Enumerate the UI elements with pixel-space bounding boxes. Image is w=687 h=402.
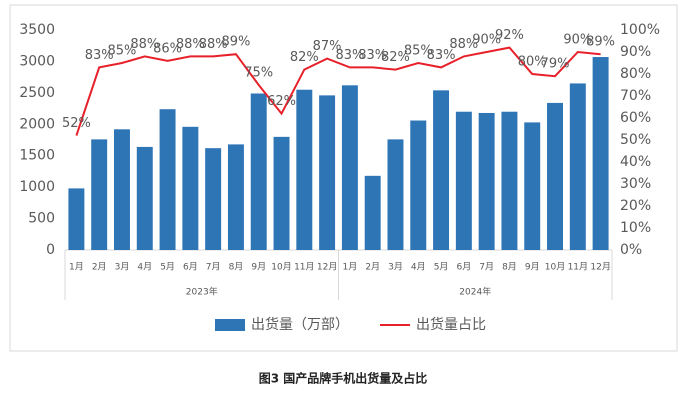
y2-tick-label: 60% bbox=[620, 110, 651, 126]
legend-label: 出货量占比 bbox=[416, 316, 486, 333]
x-tick-label: 2月 bbox=[92, 262, 107, 273]
x-tick-label: 1月 bbox=[69, 262, 84, 273]
data-label: 88% bbox=[199, 37, 228, 52]
bar bbox=[341, 85, 358, 250]
line bbox=[75, 46, 601, 136]
x-tick-label: 6月 bbox=[183, 262, 198, 273]
x-tick-label: 9月 bbox=[251, 262, 266, 273]
y-tick-label: 500 bbox=[28, 211, 55, 227]
x-tick-label: 2月 bbox=[365, 262, 380, 273]
bar bbox=[273, 136, 290, 250]
bar bbox=[410, 120, 427, 250]
x-tick-label: 12月 bbox=[317, 262, 337, 273]
x-tick-label: 3月 bbox=[115, 262, 130, 273]
bar bbox=[227, 144, 244, 250]
bar bbox=[159, 109, 176, 250]
y2-tick-label: 40% bbox=[620, 154, 651, 170]
y2-tick-label: 80% bbox=[620, 66, 651, 82]
y-tick-label: 3500 bbox=[19, 22, 55, 38]
data-label: 82% bbox=[290, 50, 319, 65]
x-tick-label: 1月 bbox=[343, 262, 358, 273]
bar bbox=[569, 83, 586, 250]
bar bbox=[114, 129, 130, 250]
data-label: 82% bbox=[381, 50, 410, 65]
y2-tick-label: 0% bbox=[620, 242, 642, 258]
y2-tick-label: 50% bbox=[620, 132, 651, 148]
data-label: 80% bbox=[518, 55, 547, 70]
bar bbox=[455, 111, 472, 250]
data-label: 83% bbox=[427, 48, 456, 63]
group-label: 2023年 bbox=[186, 286, 218, 298]
x-tick-label: 3月 bbox=[388, 262, 403, 273]
data-label: 89% bbox=[221, 35, 250, 50]
y-tick-label: 2500 bbox=[19, 85, 55, 101]
x-tick-label: 10月 bbox=[545, 262, 565, 273]
data-label: 83% bbox=[358, 48, 387, 63]
bar bbox=[91, 139, 108, 250]
y-tick-label: 1500 bbox=[19, 148, 55, 164]
x-tick-label: 8月 bbox=[502, 262, 517, 273]
x-tick-label: 8月 bbox=[229, 262, 244, 273]
bar bbox=[250, 93, 267, 250]
x-tick-label: 5月 bbox=[434, 262, 449, 273]
x-tick-label: 12月 bbox=[590, 262, 610, 273]
x-tick-label: 9月 bbox=[525, 262, 540, 273]
bar bbox=[68, 188, 85, 250]
bar bbox=[136, 146, 153, 250]
data-label: 88% bbox=[449, 37, 478, 52]
bar bbox=[296, 89, 313, 250]
x-tick-label: 4月 bbox=[411, 262, 426, 273]
data-label: 88% bbox=[130, 37, 159, 52]
data-label: 75% bbox=[244, 66, 273, 81]
data-label: 90% bbox=[563, 33, 592, 48]
legend-label: 出货量（万部） bbox=[251, 316, 349, 333]
data-label: 88% bbox=[176, 37, 205, 52]
bar bbox=[205, 148, 222, 250]
data-label: 83% bbox=[85, 48, 114, 63]
legend-swatch bbox=[215, 319, 245, 331]
y-tick-label: 0 bbox=[46, 242, 55, 258]
y2-tick-label: 30% bbox=[620, 176, 651, 192]
bar bbox=[364, 175, 381, 250]
data-label: 79% bbox=[541, 57, 570, 72]
caption: 图3 国产品牌手机出货量及占比 bbox=[259, 371, 428, 386]
x-tick-label: 5月 bbox=[160, 262, 175, 273]
bar bbox=[547, 102, 563, 251]
data-label: 85% bbox=[108, 44, 137, 59]
bar bbox=[501, 111, 518, 250]
y-tick-label: 3000 bbox=[19, 53, 55, 69]
bar bbox=[319, 95, 336, 250]
y-tick-label: 1000 bbox=[19, 179, 55, 195]
data-label: 89% bbox=[586, 35, 615, 50]
x-tick-label: 6月 bbox=[456, 262, 471, 273]
y2-tick-label: 70% bbox=[620, 88, 651, 104]
x-tick-label: 7月 bbox=[206, 262, 221, 273]
y2-tick-label: 20% bbox=[620, 198, 651, 214]
data-label: 83% bbox=[335, 48, 364, 63]
x-tick-label: 7月 bbox=[479, 262, 494, 273]
bar bbox=[592, 57, 609, 251]
data-label: 85% bbox=[404, 44, 433, 59]
x-tick-label: 4月 bbox=[137, 262, 152, 273]
data-label: 90% bbox=[472, 33, 501, 48]
bar bbox=[387, 139, 404, 250]
data-label: 87% bbox=[313, 39, 342, 54]
data-label: 62% bbox=[267, 94, 296, 109]
y2-tick-label: 100% bbox=[620, 22, 660, 38]
data-label: 52% bbox=[62, 116, 91, 131]
bar bbox=[433, 90, 450, 250]
x-tick-label: 11月 bbox=[294, 262, 314, 273]
y2-tick-label: 90% bbox=[620, 44, 651, 60]
bar bbox=[182, 126, 199, 250]
data-label: 86% bbox=[153, 41, 182, 56]
group-label: 2024年 bbox=[459, 286, 491, 298]
bar bbox=[478, 112, 495, 250]
bar bbox=[524, 122, 541, 250]
x-tick-label: 11月 bbox=[568, 262, 588, 273]
y-tick-label: 2000 bbox=[19, 116, 55, 132]
x-tick-label: 10月 bbox=[271, 262, 291, 273]
data-label: 92% bbox=[495, 28, 524, 43]
y2-tick-label: 10% bbox=[620, 220, 651, 236]
